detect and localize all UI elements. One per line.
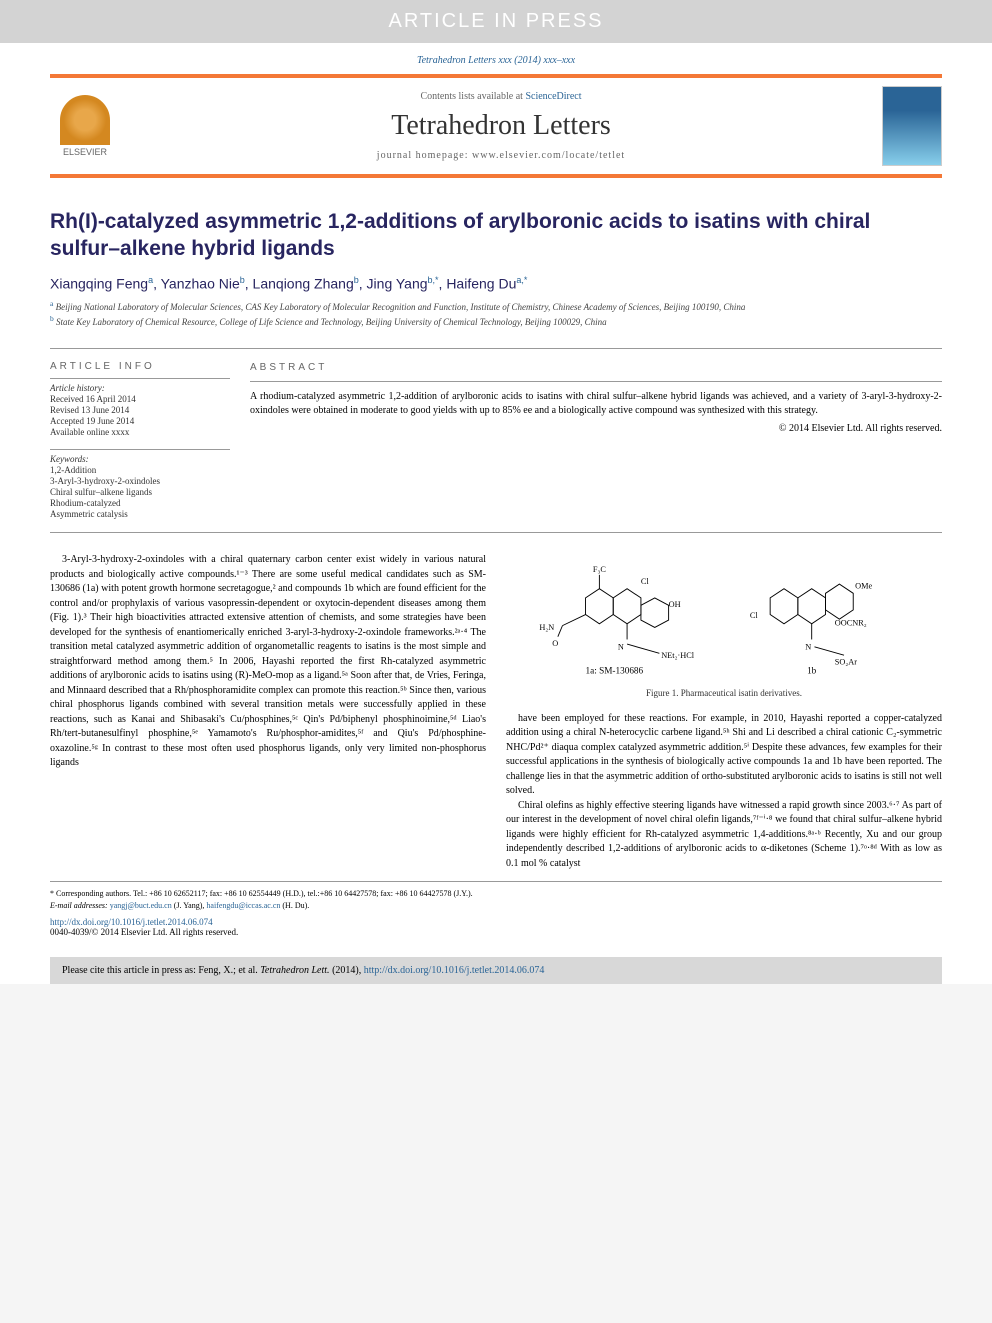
molecule-diagram: F₃C Cl OH N NEt₂·HCl H₂N O Cl (506, 561, 942, 681)
divider (50, 532, 942, 533)
body-para: have been employed for these reactions. … (506, 712, 942, 799)
figure-1a-label: 1a: SM-130686 (586, 666, 644, 676)
cite-year: (2014), (330, 965, 364, 976)
keywords-label: Keywords: (50, 454, 230, 464)
history-item: Accepted 19 June 2014 (50, 416, 230, 426)
svg-text:OMe: OMe (855, 582, 872, 591)
keyword-item: Asymmetric catalysis (50, 509, 230, 519)
body-text: 3-Aryl-3-hydroxy-2-oxindoles with a chir… (50, 553, 942, 871)
keyword-item: 3-Aryl-3-hydroxy-2-oxindoles (50, 476, 230, 486)
svg-text:O: O (552, 639, 558, 648)
abstract-column: ABSTRACT A rhodium-catalyzed asymmetric … (250, 361, 942, 520)
body-para: Chiral olefins as highly effective steer… (506, 799, 942, 872)
journal-cover-thumbnail (882, 86, 942, 166)
svg-text:N: N (805, 643, 811, 652)
contents-prefix: Contents lists available at (420, 91, 525, 102)
contents-line: Contents lists available at ScienceDirec… (120, 91, 882, 102)
footnotes: * Corresponding authors. Tel.: +86 10 62… (50, 881, 942, 910)
abstract-copyright: © 2014 Elsevier Ltd. All rights reserved… (250, 422, 942, 436)
body-para: 3-Aryl-3-hydroxy-2-oxindoles with a chir… (50, 553, 486, 771)
homepage-prefix: journal homepage: (377, 150, 472, 161)
cite-prefix: Please cite this article in press as: Fe… (62, 965, 260, 976)
history-item: Revised 13 June 2014 (50, 405, 230, 415)
history-item: Available online xxxx (50, 427, 230, 437)
article-title: Rh(I)-catalyzed asymmetric 1,2-additions… (50, 208, 942, 263)
authors-list: Xiangqing Fenga, Yanzhao Nieb, Lanqiong … (50, 275, 942, 292)
issn-line: 0040-4039/© 2014 Elsevier Ltd. All right… (50, 927, 238, 937)
svg-text:Cl: Cl (750, 612, 759, 621)
svg-text:NEt₂·HCl: NEt₂·HCl (661, 651, 695, 660)
figure-1b-label: 1b (807, 666, 817, 676)
citation-box: Please cite this article in press as: Fe… (50, 957, 942, 984)
figure-1: F₃C Cl OH N NEt₂·HCl H₂N O Cl (506, 561, 942, 700)
journal-name: Tetrahedron Letters (120, 110, 882, 142)
article-in-press-banner: ARTICLE IN PRESS (0, 0, 992, 43)
sciencedirect-link[interactable]: ScienceDirect (525, 91, 581, 102)
email-who: (J. Yang), (172, 901, 207, 910)
email-who: (H. Du). (280, 901, 309, 910)
abstract-text: A rhodium-catalyzed asymmetric 1,2-addit… (250, 390, 942, 418)
homepage-line: journal homepage: www.elsevier.com/locat… (120, 150, 882, 161)
svg-text:F₃C: F₃C (593, 566, 607, 575)
email-link[interactable]: haifengdu@iccas.ac.cn (206, 901, 280, 910)
divider (50, 449, 230, 450)
svg-text:N: N (618, 643, 624, 652)
history-item: Received 16 April 2014 (50, 394, 230, 404)
keyword-item: Chiral sulfur–alkene ligands (50, 487, 230, 497)
article-info-column: ARTICLE INFO Article history: Received 1… (50, 361, 250, 520)
keyword-item: 1,2-Addition (50, 465, 230, 475)
keyword-item: Rhodium-catalyzed (50, 498, 230, 508)
elsevier-text: ELSEVIER (63, 147, 107, 157)
abstract-heading: ABSTRACT (250, 361, 942, 375)
homepage-url: www.elsevier.com/locate/tetlet (472, 150, 625, 161)
divider (50, 378, 230, 379)
journal-reference: Tetrahedron Letters xxx (2014) xxx–xxx (0, 43, 992, 74)
email-label: E-mail addresses: (50, 901, 110, 910)
elsevier-tree-icon (60, 95, 110, 145)
body-column-right: F₃C Cl OH N NEt₂·HCl H₂N O Cl (506, 553, 942, 871)
svg-text:SO₂Ar: SO₂Ar (835, 658, 857, 667)
figure-1-caption: Figure 1. Pharmaceutical isatin derivati… (506, 687, 942, 700)
body-column-left: 3-Aryl-3-hydroxy-2-oxindoles with a chir… (50, 553, 486, 871)
svg-text:H₂N: H₂N (539, 624, 554, 633)
elsevier-logo: ELSEVIER (50, 86, 120, 166)
cite-journal: Tetrahedron Lett. (260, 965, 329, 976)
doi-block: http://dx.doi.org/10.1016/j.tetlet.2014.… (50, 917, 942, 937)
svg-text:OOCNR₂: OOCNR₂ (835, 619, 867, 628)
journal-header: ELSEVIER Contents lists available at Sci… (50, 74, 942, 178)
email-link[interactable]: yangj@buct.edu.cn (110, 901, 172, 910)
svg-text:Cl: Cl (641, 578, 650, 587)
svg-text:OH: OH (669, 601, 681, 610)
divider (250, 381, 942, 382)
email-line: E-mail addresses: yangj@buct.edu.cn (J. … (50, 900, 942, 911)
doi-link[interactable]: http://dx.doi.org/10.1016/j.tetlet.2014.… (50, 917, 213, 927)
cite-doi-link[interactable]: http://dx.doi.org/10.1016/j.tetlet.2014.… (364, 965, 545, 976)
article-info-heading: ARTICLE INFO (50, 361, 230, 372)
affiliations: a Beijing National Laboratory of Molecul… (50, 299, 942, 328)
history-label: Article history: (50, 383, 230, 393)
corresponding-author-note: * Corresponding authors. Tel.: +86 10 62… (50, 888, 942, 899)
